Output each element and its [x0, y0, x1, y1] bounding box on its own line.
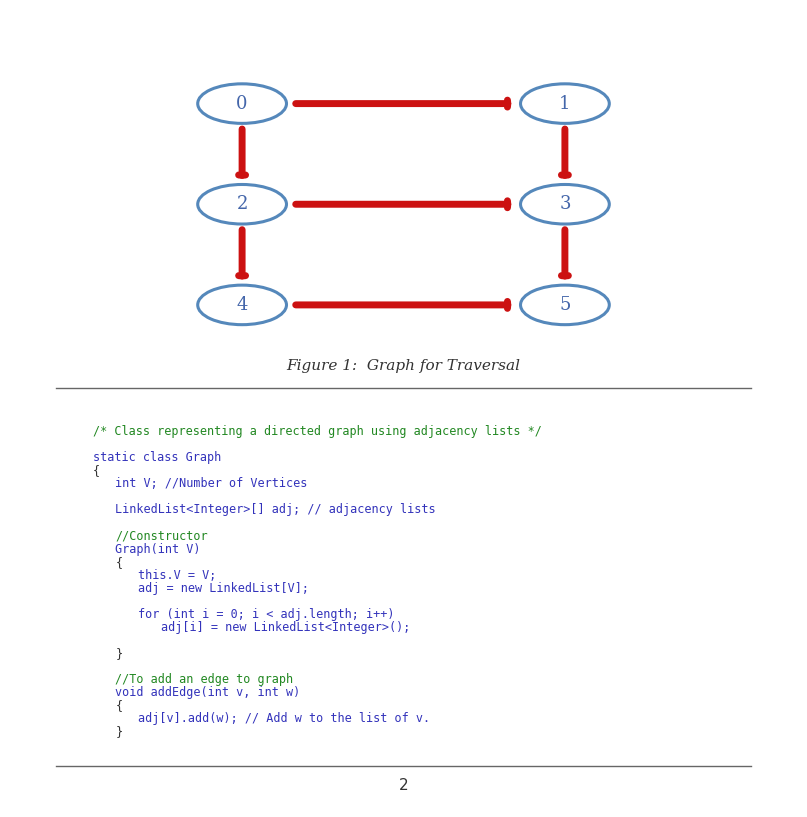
Text: static class Graph: static class Graph: [93, 451, 221, 464]
Circle shape: [198, 185, 286, 224]
Text: }: }: [115, 647, 123, 660]
Circle shape: [521, 185, 609, 224]
Circle shape: [198, 285, 286, 324]
Text: {: {: [115, 556, 123, 569]
Text: int V; //Number of Vertices: int V; //Number of Vertices: [115, 477, 307, 490]
Text: //To add an edge to graph: //To add an edge to graph: [115, 673, 294, 686]
Text: for (int i = 0; i < adj.length; i++): for (int i = 0; i < adj.length; i++): [138, 608, 395, 621]
Text: /* Class representing a directed graph using adjacency lists */: /* Class representing a directed graph u…: [93, 426, 541, 438]
Text: 2: 2: [399, 778, 408, 793]
Text: adj[i] = new LinkedList<Integer>();: adj[i] = new LinkedList<Integer>();: [161, 621, 410, 634]
Text: this.V = V;: this.V = V;: [138, 569, 216, 582]
Text: 0: 0: [236, 95, 248, 113]
Text: Figure 1:  Graph for Traversal: Figure 1: Graph for Traversal: [286, 359, 521, 373]
Text: LinkedList<Integer>[] adj; // adjacency lists: LinkedList<Integer>[] adj; // adjacency …: [115, 503, 436, 516]
Text: void addEdge(int v, int w): void addEdge(int v, int w): [115, 686, 301, 699]
Circle shape: [521, 84, 609, 123]
Text: {: {: [93, 464, 100, 477]
Text: 4: 4: [236, 296, 248, 314]
Circle shape: [521, 285, 609, 324]
Text: 1: 1: [559, 95, 571, 113]
Text: //Constructor: //Constructor: [115, 529, 208, 542]
Circle shape: [198, 84, 286, 123]
Text: {: {: [115, 699, 123, 712]
Text: }: }: [115, 725, 123, 738]
Text: Graph(int V): Graph(int V): [115, 542, 201, 556]
Text: 5: 5: [559, 296, 571, 314]
Text: 2: 2: [236, 195, 248, 213]
Text: adj = new LinkedList[V];: adj = new LinkedList[V];: [138, 582, 309, 595]
Text: adj[v].add(w); // Add w to the list of v.: adj[v].add(w); // Add w to the list of v…: [138, 712, 430, 725]
Text: 3: 3: [559, 195, 571, 213]
